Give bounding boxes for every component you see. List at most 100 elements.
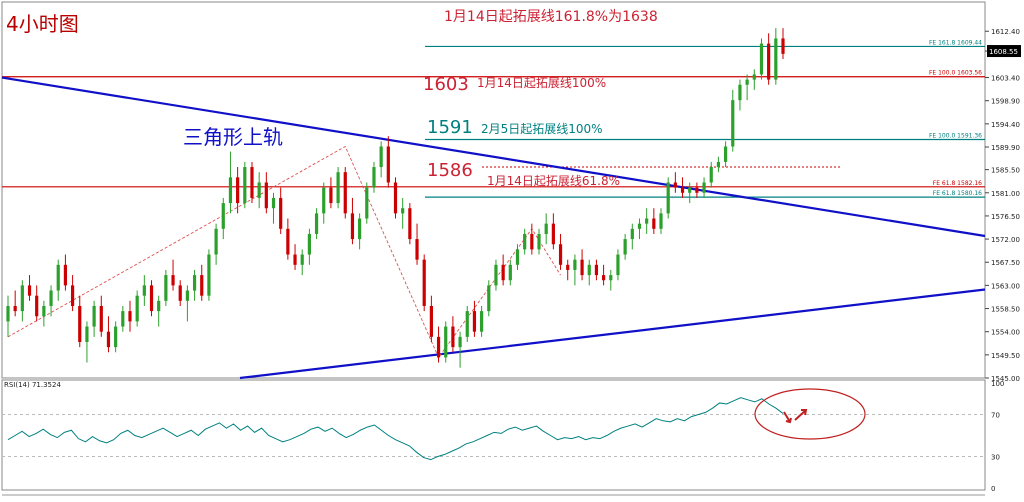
candle-body (314, 213, 319, 234)
candle-body (523, 233, 527, 250)
candle-body (580, 259, 584, 276)
candle-body (544, 223, 548, 234)
candle-body (573, 259, 577, 270)
candle-body (487, 285, 491, 312)
candle-body (243, 167, 247, 204)
candle-body (78, 305, 82, 342)
candle-body (27, 285, 32, 296)
rsi-tick-label: 70 (991, 412, 1000, 420)
candle-body (56, 264, 60, 291)
candle-body (171, 275, 175, 286)
candle-body (286, 228, 290, 255)
candle-body (530, 233, 534, 250)
annotation-1586-text: 1月14日起拓展线61.8% (487, 174, 621, 188)
candle-body (415, 239, 419, 260)
candle-body (293, 254, 297, 265)
swing-dashed-line (7, 145, 561, 359)
candle-body (767, 43, 771, 80)
candle-body (393, 182, 398, 214)
y-tick-label: 1598.90 (991, 98, 1020, 106)
candle-body (695, 187, 699, 193)
chart-title: 4小时图 (6, 12, 79, 36)
candle-body (709, 167, 713, 183)
rsi-line (7, 397, 784, 461)
candle-body (551, 223, 555, 245)
rsi-title: RSI(14) 71.3524 (4, 381, 61, 389)
candle-body (723, 146, 728, 162)
candle-body (465, 311, 469, 337)
candle-body (609, 275, 613, 281)
y-tick-label: 1572.00 (991, 236, 1020, 244)
candle-body (49, 290, 53, 306)
candle-body (228, 177, 233, 204)
candle-body (458, 336, 462, 348)
candle-body (652, 218, 656, 229)
candle-body (429, 305, 433, 337)
candle-body (623, 239, 627, 255)
candle-body (149, 285, 154, 312)
candle-body (178, 285, 182, 301)
y-tick-label: 1612.40 (991, 28, 1020, 36)
candle-body (85, 326, 89, 342)
arrow-down-icon (783, 411, 792, 424)
candle-body (279, 197, 283, 229)
candle-body (537, 233, 541, 250)
candle-body (759, 43, 764, 75)
y-tick-label: 1581.00 (991, 190, 1020, 198)
candle-body (271, 197, 276, 209)
candle-body (587, 264, 591, 276)
candle-body (164, 275, 168, 301)
last-price-label: 1608.55 (989, 48, 1018, 56)
candle-body (20, 285, 24, 312)
annotation-1586-number: 1586 (427, 160, 473, 181)
candle-body (630, 228, 634, 240)
candle-body (135, 295, 139, 322)
annotation-1591-text: 2月5日起拓展线100% (481, 122, 603, 136)
candle-body (114, 326, 118, 348)
candle-body (185, 290, 189, 301)
candle-body (343, 172, 347, 214)
candle-body (386, 146, 390, 183)
candle-body (63, 264, 68, 286)
candle-body (92, 305, 96, 327)
y-tick-label: 1585.50 (991, 167, 1020, 175)
candle-body (422, 259, 426, 306)
candle-body (13, 305, 17, 312)
candle-body (738, 84, 742, 101)
candle-body (365, 187, 369, 219)
candle-body (774, 38, 778, 80)
candle-body (594, 264, 599, 276)
y-tick-label: 1558.50 (991, 306, 1020, 314)
y-tick-label: 1563.00 (991, 282, 1020, 290)
candle-body (207, 254, 211, 296)
fib-level-label: FE 61.8 1580.16 (933, 190, 982, 197)
candle-body (666, 182, 670, 214)
annotation-1591-number: 1591 (427, 117, 473, 138)
candle-body (372, 167, 376, 188)
fib-level-label: FE 61.8 1582.16 (933, 180, 982, 187)
y-tick-label: 1567.50 (991, 259, 1020, 267)
candle-body (142, 285, 146, 296)
candle-body (6, 305, 10, 322)
arrow-up-icon (794, 409, 808, 421)
candle-body (645, 218, 649, 224)
candle-body (192, 275, 197, 291)
rsi-pane-frame (1, 379, 986, 491)
rsi-tick-label: 100 (991, 380, 1004, 388)
candle-body (444, 326, 448, 358)
candle-body (451, 326, 455, 348)
candle-body (221, 203, 225, 229)
candle-body (236, 177, 240, 204)
candle-body (436, 336, 441, 358)
candle-body (128, 311, 132, 322)
rsi-tick-label: 0 (991, 485, 995, 493)
candle-body (494, 264, 498, 286)
candle-body (35, 295, 39, 317)
candle-body (200, 275, 204, 296)
candle-body (350, 213, 355, 240)
candle-body (515, 249, 520, 265)
candle-body (688, 187, 692, 193)
candle-body (745, 79, 749, 85)
